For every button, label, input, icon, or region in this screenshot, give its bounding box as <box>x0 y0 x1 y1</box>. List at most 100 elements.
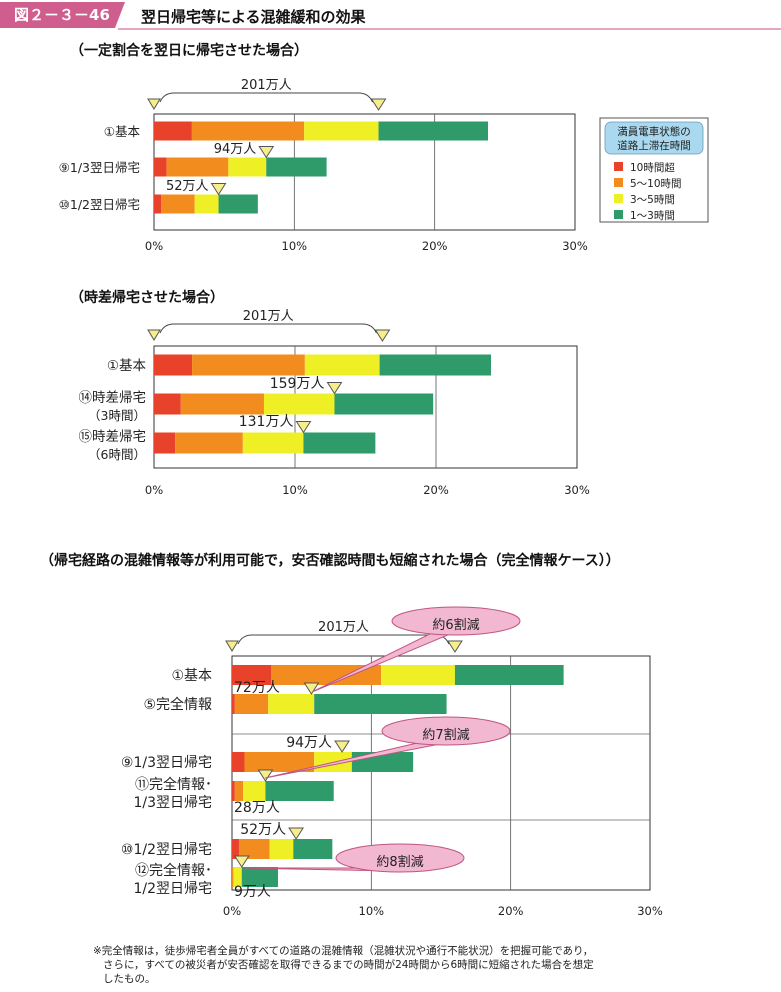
category-label: ⑤完全情報 <box>143 696 212 713</box>
x-tick-label: 0% <box>145 483 163 497</box>
x-tick-label: 0% <box>223 904 241 918</box>
category-label: ⑪完全情報･ <box>135 776 212 793</box>
x-tick-label: 30% <box>564 483 590 497</box>
bar-segment <box>268 694 315 714</box>
x-tick-label: 30% <box>562 239 588 253</box>
marker-triangle <box>288 827 305 840</box>
footnote: ※完全情報は，徒歩帰宅者全員がすべての道路の混雑情報（混雑状況や通行不能状況）を… <box>93 944 733 986</box>
callout-label: 約6割減 <box>432 617 479 633</box>
bar-segment <box>379 354 491 376</box>
bar-segment <box>381 665 455 685</box>
x-tick-label: 20% <box>423 483 449 497</box>
bar-segment <box>266 157 327 177</box>
bar-segment <box>228 157 267 177</box>
bar-segment <box>271 665 382 685</box>
legend-label: 10時間超 <box>630 161 675 174</box>
bar-segment <box>154 121 192 141</box>
marker-triangle <box>374 329 391 342</box>
x-tick-label: 10% <box>282 239 308 253</box>
marker-triangle <box>210 183 227 196</box>
people-label: 201万人 <box>243 309 294 324</box>
bar-segment <box>191 121 305 141</box>
bar-segment <box>303 432 376 454</box>
marker-triangle <box>257 769 274 782</box>
marker-triangle <box>258 146 275 159</box>
bar-segment <box>242 432 304 454</box>
bar-segment <box>454 665 564 685</box>
people-label: 94万人 <box>214 142 257 157</box>
bar-segment <box>269 839 294 859</box>
bar-segment <box>154 157 167 177</box>
bar-segment <box>243 781 266 801</box>
bar-segment <box>232 694 235 714</box>
x-tick-label: 30% <box>637 904 663 918</box>
bar-segment <box>234 781 244 801</box>
footnote-line: したもの。 <box>103 973 156 985</box>
category-label: ⑫完全情報･ <box>135 862 212 879</box>
category-label: ⑨1/3翌日帰宅 <box>59 160 140 175</box>
legend-label: 3～5時間 <box>630 194 675 206</box>
x-tick-label: 20% <box>498 904 524 918</box>
bar-segment <box>232 752 245 772</box>
bar-segment <box>378 121 488 141</box>
people-label: 52万人 <box>166 179 209 194</box>
x-tick-label: 0% <box>145 239 163 253</box>
legend-title: 道路上滞在時間 <box>617 139 691 152</box>
bar-segment <box>154 393 181 415</box>
bar-segment <box>161 194 195 214</box>
bar-segment <box>218 194 258 214</box>
bar-segment <box>241 867 278 887</box>
bar-segment <box>238 839 270 859</box>
bar-segment <box>154 194 162 214</box>
bar-segment <box>154 354 193 376</box>
bar-segment <box>244 752 315 772</box>
bar-segment <box>233 867 242 887</box>
bar-segment <box>293 839 333 859</box>
category-label: ①基本 <box>171 667 212 684</box>
legend-swatch <box>614 178 623 187</box>
bar-segment <box>314 694 447 714</box>
bar-segment <box>232 665 272 685</box>
bar-segment <box>232 839 239 859</box>
marker-triangle <box>225 640 239 652</box>
callout-bubble <box>381 716 511 746</box>
bar-segment <box>154 432 176 454</box>
legend-title-box <box>604 121 704 155</box>
legend-swatch <box>614 210 623 219</box>
marker-triangle <box>334 740 350 753</box>
marker-triangle <box>370 98 387 111</box>
section-title-2: （時差帰宅させた場合） <box>70 290 224 306</box>
bar-segment <box>175 432 243 454</box>
people-label: 159万人 <box>270 376 325 392</box>
legend-swatch <box>614 162 623 171</box>
marker-triangle <box>233 855 250 868</box>
x-tick-label: 10% <box>282 483 308 497</box>
x-tick-label: 20% <box>422 239 448 253</box>
people-label: 201万人 <box>241 78 292 93</box>
figure-number: 図２－３－46 <box>0 2 125 28</box>
category-label: ①基本 <box>104 124 141 139</box>
bracket <box>159 323 377 334</box>
bracket <box>237 634 450 645</box>
bar-segment <box>192 354 305 376</box>
footnote-line: ※完全情報は，徒歩帰宅者全員がすべての道路の混雑情報（混雑状況や通行不能状況）を… <box>93 945 594 957</box>
marker-triangle <box>303 682 320 695</box>
people-label: 72万人 <box>234 680 280 696</box>
people-label: 94万人 <box>286 735 332 751</box>
figure-title: 翌日帰宅等による混雑緩和の効果 <box>141 8 366 26</box>
bar-segment <box>304 121 379 141</box>
legend-swatch <box>614 194 623 203</box>
bar-segment <box>263 393 335 415</box>
marker-triangle <box>326 382 343 395</box>
category-label: ⑮時差帰宅 <box>79 428 147 445</box>
category-label: ⑩1/2翌日帰宅 <box>121 841 212 858</box>
legend-title: 満員電車状態の <box>617 125 691 138</box>
people-label: 9万人 <box>234 884 271 900</box>
bar-segment <box>265 781 334 801</box>
bar-segment <box>194 194 219 214</box>
marker-triangle <box>447 640 463 653</box>
category-label: ①基本 <box>107 357 147 374</box>
people-label: 201万人 <box>318 620 369 635</box>
category-label: 1/3翌日帰宅 <box>133 794 212 811</box>
